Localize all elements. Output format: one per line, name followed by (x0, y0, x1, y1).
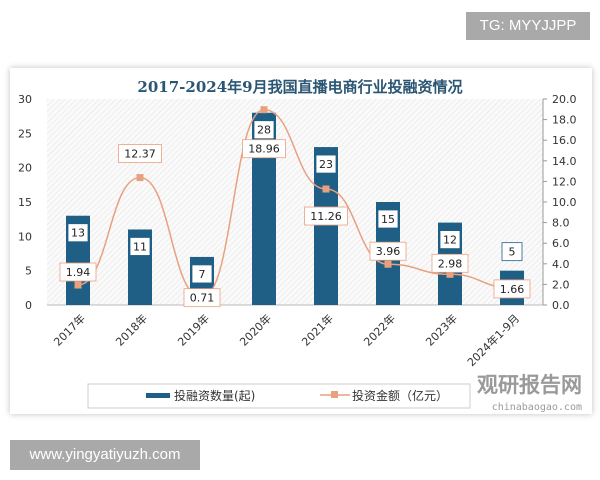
x-tick-label: 2018年 (113, 311, 150, 348)
amount-label-box (493, 279, 531, 299)
bar-label: 7 (199, 268, 206, 281)
x-tick-label: 2020年 (237, 311, 274, 348)
amount-label: 0.71 (190, 292, 215, 305)
amount-label: 3.96 (376, 245, 401, 258)
bar-label-box (191, 264, 213, 284)
amount-label-box (431, 253, 469, 273)
x-tick-label: 2017年 (51, 311, 88, 348)
line-marker (136, 174, 144, 182)
y-left-tick: 20 (18, 162, 32, 175)
y-right-tick: 6.0 (552, 237, 570, 250)
legend-line-label: 投资金额（亿元） (352, 388, 448, 403)
y-left-tick: 15 (18, 196, 32, 209)
line-marker (384, 260, 392, 268)
x-tick-label: 2019年 (175, 311, 212, 348)
amount-label-box (369, 241, 407, 261)
y-right-tick: 12.0 (552, 175, 577, 188)
bar-label-box (501, 242, 523, 262)
amount-label-box (118, 144, 162, 163)
amount-label: 1.94 (66, 266, 91, 279)
bar-label: 28 (257, 124, 271, 137)
bar-label: 23 (319, 158, 333, 171)
x-tick-label: 2023年 (423, 311, 460, 348)
watermark-name: 观研报告网 (477, 373, 582, 397)
amount-label-box (304, 206, 348, 226)
amount-label: 2.98 (438, 257, 463, 270)
bar-label: 5 (509, 246, 516, 259)
amount-label: 11.26 (310, 210, 342, 223)
plot-area (47, 99, 543, 305)
footer-url: www.yingyatiyuzh.com (10, 440, 200, 470)
bar-label: 13 (71, 227, 85, 240)
amount-label: 12.37 (124, 148, 156, 161)
bar-label: 11 (133, 240, 147, 253)
y-right-tick: 8.0 (552, 217, 570, 230)
legend-bar-swatch (146, 393, 170, 398)
amount-label: 1.66 (500, 283, 525, 296)
line-marker (446, 270, 454, 278)
watermark-url: chinabaogao.com (492, 402, 582, 413)
line-marker (260, 106, 268, 114)
amount-label-box (242, 139, 286, 159)
y-left-tick: 0 (25, 299, 32, 312)
bar-label: 12 (443, 234, 457, 247)
y-right-tick: 20.0 (552, 93, 577, 106)
line-marker (322, 185, 330, 193)
y-right-tick: 16.0 (552, 134, 577, 147)
bar-label-box (253, 120, 275, 140)
x-tick-label: 2024年1-9月 (464, 311, 522, 369)
bar-label-box (315, 154, 337, 174)
y-right-tick: 0.0 (552, 299, 570, 312)
y-left-tick: 25 (18, 127, 32, 140)
bar-label-box (129, 237, 151, 256)
y-right-tick: 4.0 (552, 258, 570, 271)
bar-label: 15 (381, 213, 395, 226)
amount-label-box (183, 288, 221, 308)
legend-bar-label: 投融资数量(起) (174, 388, 255, 403)
y-left-tick: 10 (18, 230, 32, 243)
y-right-tick: 10.0 (552, 196, 577, 209)
x-tick-label: 2021年 (299, 311, 336, 348)
x-tick-label: 2022年 (361, 311, 398, 348)
amount-label: 18.96 (248, 143, 280, 156)
y-left-tick: 30 (18, 93, 32, 106)
y-left-tick: 5 (25, 265, 32, 278)
y-right-tick: 18.0 (552, 114, 577, 127)
legend-line-marker (331, 391, 338, 398)
line-marker (74, 281, 82, 289)
y-right-tick: 14.0 (552, 155, 577, 168)
y-right-tick: 2.0 (552, 278, 570, 291)
tg-badge: TG: MYYJJPP (466, 12, 590, 40)
bar-label-box (67, 223, 89, 243)
bar-label-box (377, 209, 399, 229)
chart-title: 2017-2024年9月我国直播电商行业投融资情况 (137, 78, 462, 96)
bar-label-box (439, 230, 461, 250)
amount-label-box (59, 262, 97, 282)
